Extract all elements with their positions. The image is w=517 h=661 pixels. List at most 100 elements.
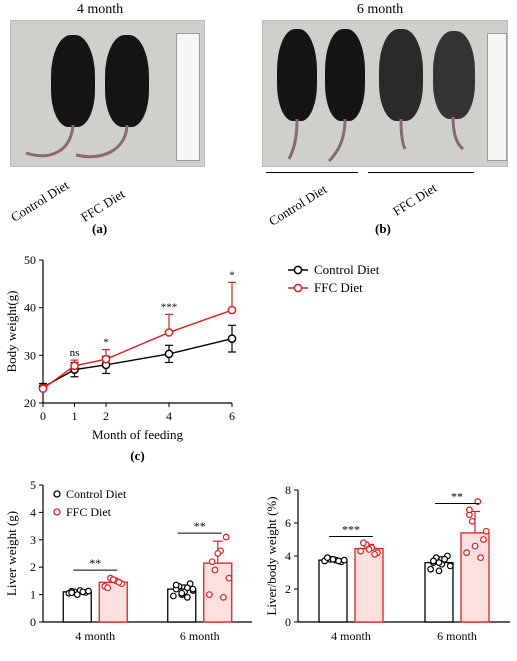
liver-body-ratio-chart: 0 2 4 6 8 Liver/body weight (%) 4 month *** 6 mo… (264, 483, 510, 661)
y-tick-label: 2 (30, 560, 36, 574)
data-point (227, 305, 237, 315)
scatter-point (205, 591, 213, 598)
scatter-point (68, 589, 76, 597)
mouse-tails-6m (287, 116, 464, 163)
scatter-point (335, 557, 342, 565)
legend-label: Control Diet (66, 487, 127, 501)
mouse-photo-6-month (262, 20, 508, 167)
label-control-6m: Control Diet (266, 181, 330, 229)
scatter-point (115, 578, 123, 586)
ruler-4m (176, 33, 200, 161)
scatter-point (79, 588, 87, 596)
y-tick-label: 30 (24, 348, 36, 362)
mouse-photo-4-month (10, 20, 205, 167)
scatter-point (85, 587, 92, 595)
significance-label: ** (451, 489, 463, 503)
panel-label-c: (c) (130, 448, 144, 463)
scatter-point (211, 566, 219, 574)
label-ffc-6m: FFC Diet (390, 180, 440, 219)
category-label: 4 month (75, 629, 115, 643)
significance-label: ** (194, 519, 206, 533)
x-tick-label: 0 (40, 409, 46, 423)
scatter-point (435, 559, 443, 566)
scatter-point (324, 554, 331, 562)
scatter-point (365, 545, 373, 553)
x-tick-label: 4 (166, 409, 172, 423)
mouse-ffc-4m (105, 35, 149, 127)
data-point (70, 361, 79, 371)
mouse-tails-4m (25, 124, 129, 159)
legend-marker (293, 283, 303, 293)
panel-label: (d) (140, 658, 156, 661)
photo-title-6-month: 6 month (356, 2, 404, 17)
bar (354, 547, 384, 623)
category-label: 6 month (437, 629, 477, 643)
y-tick-label: 2 (285, 582, 291, 596)
scatter-point (219, 593, 227, 601)
legend-marker (293, 265, 303, 275)
y-tick-label: 0 (285, 615, 291, 629)
data-point (164, 349, 174, 359)
y-axis-label: Liver weight (g) (4, 511, 19, 596)
y-tick-label: 3 (30, 533, 36, 547)
legend-label: FFC Diet (66, 505, 112, 519)
y-tick-label: 6 (285, 516, 291, 530)
body-weight-chart: 20 30 40 50 0 1 2 4 6 Month of feeding Body weight… (4, 253, 380, 463)
scatter-point (471, 542, 479, 550)
mouse-control-6m-2 (325, 29, 365, 121)
mouse-control-6m-1 (277, 29, 317, 121)
y-axis-label: Liver/body weight (%) (264, 496, 279, 615)
x-tick-label: 2 (103, 409, 109, 423)
significance-label: * (229, 269, 235, 281)
mouse-control-4m (51, 35, 95, 127)
x-tick-label: 1 (72, 409, 78, 423)
scatter-point (225, 574, 233, 582)
bar (318, 559, 348, 623)
significance-label: ns (70, 347, 80, 359)
scatter-point (477, 554, 485, 562)
scatter-point (465, 506, 473, 514)
ruler-6m (487, 33, 507, 161)
group-line-ffc-6m (368, 172, 474, 173)
panel-label: (e) (397, 658, 411, 661)
legend-marker (53, 508, 61, 516)
scatter-point (441, 555, 449, 563)
x-axis-label: Month of feeding (92, 427, 183, 442)
panel-label-a: (a) (92, 221, 108, 236)
mouse-ffc-6m-2 (433, 31, 475, 119)
y-tick-label: 50 (24, 253, 36, 267)
significance-label: *** (161, 301, 178, 313)
mouse-ffc-6m-1 (379, 29, 423, 121)
scatter-point (357, 547, 364, 555)
legend-marker (53, 490, 61, 498)
significance-label: *** (342, 522, 360, 536)
scatter-point (109, 576, 117, 583)
data-point (164, 328, 174, 337)
y-tick-label: 1 (30, 588, 36, 602)
scatter-point (479, 536, 487, 543)
scatter-point (178, 589, 186, 597)
y-tick-label: 8 (285, 483, 291, 497)
category-label: 6 month (180, 629, 220, 643)
panel-label-b: (b) (375, 221, 391, 236)
y-axis-label: Body weight(g) (4, 291, 19, 373)
y-tick-label: 4 (30, 505, 36, 519)
scatter-point (189, 585, 197, 593)
scatter-point (446, 562, 454, 570)
y-tick-label: 20 (24, 396, 36, 410)
scatter-point (329, 555, 337, 563)
y-tick-label: 5 (30, 478, 36, 492)
scatter-point (463, 549, 471, 557)
significance-label: * (103, 337, 109, 349)
group-line-control-6m (266, 172, 358, 173)
scatter-point (183, 584, 191, 592)
scatter-point (340, 556, 348, 564)
y-tick-label: 0 (30, 615, 36, 629)
scatter-point (172, 581, 180, 589)
scatter-point (104, 584, 112, 592)
data-point (101, 354, 111, 364)
scatter-point (183, 593, 191, 601)
data-point (38, 384, 48, 394)
label-ffc-4m: FFC Diet (78, 186, 128, 225)
x-tick-label: 6 (229, 409, 235, 423)
